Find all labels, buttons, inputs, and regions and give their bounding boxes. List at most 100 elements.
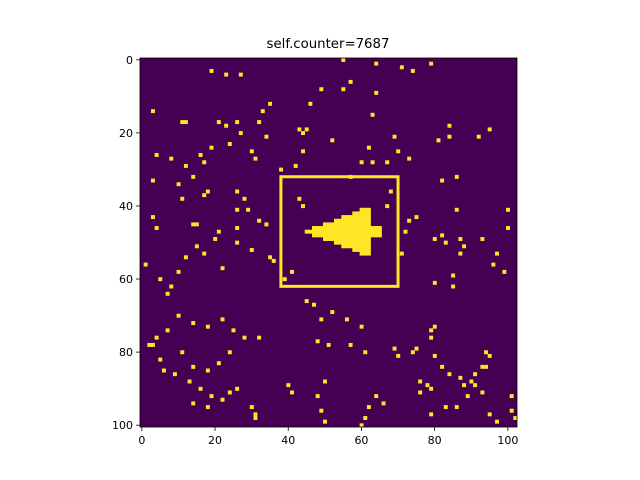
heatmap-cell — [323, 419, 327, 424]
heatmap-cell — [264, 134, 269, 139]
heatmap-cell — [323, 237, 371, 241]
heatmap-cell — [440, 233, 445, 238]
heatmap-cell — [392, 134, 397, 139]
heatmap-cell — [425, 383, 430, 388]
heatmap-cell — [158, 357, 163, 362]
heatmap-cell — [487, 412, 492, 417]
heatmap-cell — [509, 394, 514, 399]
heatmap-cell — [183, 120, 188, 125]
heatmap-cell — [150, 215, 155, 220]
heatmap-cell — [381, 401, 386, 406]
heatmap-cell — [326, 342, 331, 347]
heatmap-cell — [216, 361, 221, 366]
heatmap-cell — [191, 321, 196, 326]
heatmap-cell — [319, 87, 324, 92]
heatmap-cell — [484, 364, 489, 369]
heatmap-background — [140, 58, 517, 427]
heatmap-cell — [227, 350, 232, 355]
heatmap-cell — [194, 222, 199, 227]
heatmap-cell — [297, 127, 302, 132]
heatmap-cell — [235, 189, 240, 194]
heatmap-cell — [495, 419, 499, 424]
heatmap-cell — [414, 215, 419, 220]
heatmap-cell — [224, 123, 229, 128]
heatmap-cell — [363, 416, 368, 420]
heatmap-cell — [374, 61, 379, 66]
heatmap-cell — [363, 350, 368, 355]
heatmap-cell — [224, 72, 229, 77]
heatmap-cell — [213, 237, 218, 241]
heatmap-cell — [253, 412, 258, 417]
heatmap-cell — [165, 291, 170, 296]
heatmap-cell — [370, 160, 375, 165]
y-tick-label: 100 — [112, 419, 133, 432]
heatmap-cell — [301, 204, 306, 209]
heatmap-cell — [220, 266, 225, 271]
heatmap-cell — [506, 226, 510, 231]
heatmap-cell — [458, 237, 463, 241]
heatmap-cell — [458, 251, 463, 256]
heatmap-cell — [374, 90, 379, 95]
heatmap-cell — [235, 120, 240, 125]
y-tick-label: 60 — [119, 273, 133, 286]
heatmap-cell — [323, 379, 327, 384]
heatmap-cell — [194, 244, 199, 249]
heatmap-cell — [407, 156, 412, 161]
x-tick-label: 20 — [208, 434, 222, 447]
heatmap-cell — [323, 222, 371, 227]
heatmap-cell — [279, 167, 284, 172]
heatmap-cell — [312, 302, 316, 307]
heatmap-cell — [191, 364, 196, 369]
heatmap-cell — [432, 280, 437, 285]
heatmap-cell — [484, 350, 489, 355]
heatmap-cell — [216, 229, 221, 234]
heatmap-cell — [341, 87, 346, 92]
heatmap-cell — [330, 138, 335, 143]
heatmap-cell — [436, 138, 441, 143]
heatmap-cell — [440, 178, 445, 183]
heatmap-cell — [183, 163, 188, 168]
heatmap-cell — [205, 324, 210, 329]
heatmap-cell — [388, 189, 393, 194]
x-tick-label: 0 — [138, 434, 145, 447]
heatmap-cell — [454, 207, 459, 212]
heatmap-cell — [469, 379, 474, 384]
heatmap-cell — [473, 372, 478, 377]
heatmap-cell — [158, 277, 163, 282]
heatmap-cell — [462, 383, 467, 388]
heatmap-cell — [385, 204, 390, 209]
heatmap-cell — [180, 196, 185, 201]
heatmap-cell — [429, 386, 434, 391]
heatmap-cell — [150, 342, 155, 347]
heatmap-cell — [454, 405, 459, 410]
heatmap-cell — [429, 412, 434, 417]
heatmap-cell — [235, 386, 240, 391]
heatmap-cell — [205, 405, 210, 410]
heatmap-cell — [440, 364, 445, 369]
heatmap-cell — [282, 277, 287, 282]
x-tick-label: 40 — [281, 434, 295, 447]
heatmap-cell — [315, 394, 320, 399]
heatmap-cell — [341, 215, 371, 220]
heatmap-cell — [465, 394, 470, 399]
heatmap-cell — [147, 342, 152, 347]
heatmap-cell — [333, 218, 371, 223]
heatmap-cell — [352, 247, 371, 252]
heatmap-cell — [491, 262, 496, 267]
heatmap-cell — [462, 244, 467, 249]
heatmap-cell — [312, 233, 382, 238]
heatmap-cell — [183, 255, 188, 260]
heatmap-cell — [235, 240, 240, 245]
heatmap-cell — [502, 269, 507, 274]
heatmap-cell — [374, 394, 379, 399]
heatmap-cell — [447, 134, 452, 139]
chart-title: self.counter=7687 — [267, 37, 390, 52]
heatmap-cell — [495, 251, 499, 256]
heatmap-cell — [319, 317, 324, 322]
heatmap-cell — [341, 244, 371, 249]
heatmap-cell — [410, 68, 415, 73]
heatmap-cell — [249, 149, 254, 154]
heatmap-cell — [396, 149, 401, 154]
heatmap-cell — [172, 372, 177, 377]
heatmap-cell — [268, 101, 273, 106]
